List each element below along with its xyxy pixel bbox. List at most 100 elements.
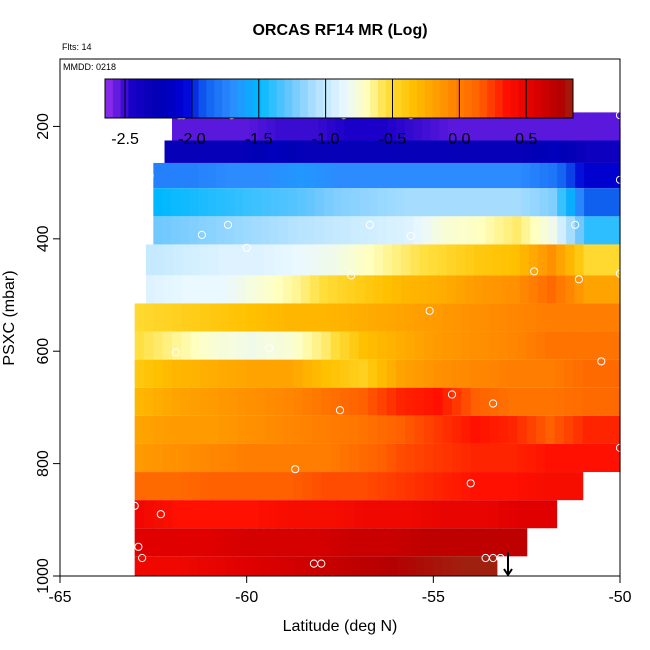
heat-cell [377, 359, 388, 388]
heat-cell [330, 303, 341, 332]
heat-cell [545, 387, 556, 416]
heat-cell [446, 244, 457, 276]
heat-cell [497, 140, 507, 163]
heat-cell [260, 140, 271, 163]
heat-cell [480, 443, 490, 473]
heat-cell [449, 216, 460, 245]
heat-cell [312, 303, 322, 332]
heat-cell [442, 359, 453, 388]
heat-cell [189, 162, 199, 189]
heat-cell [255, 275, 265, 304]
heat-cell [498, 472, 509, 501]
heat-cell [526, 415, 537, 444]
heat-cell [293, 415, 304, 444]
colorbar-segment [346, 79, 356, 118]
heat-cell [312, 359, 322, 388]
heat-cell [179, 556, 190, 576]
heat-cell [410, 244, 421, 276]
heat-cell [144, 303, 154, 332]
heat-cell [172, 472, 182, 501]
heat-cell [368, 188, 379, 217]
heat-cell [348, 140, 358, 163]
heat-cell [575, 216, 585, 245]
heat-cell [480, 472, 490, 501]
data-point [425, 306, 434, 315]
heat-cell [464, 528, 474, 557]
colorbar-segment [448, 79, 457, 118]
heat-cell [349, 387, 360, 416]
heat-cell [424, 303, 434, 332]
heat-cell [162, 359, 173, 388]
heat-cell [446, 275, 457, 304]
heat-cell [611, 162, 621, 189]
heat-cell [557, 216, 567, 245]
heat-cell [530, 188, 540, 217]
heat-cell [312, 528, 323, 557]
heat-cell [601, 331, 612, 360]
heat-cell [302, 331, 313, 360]
heat-cell [584, 216, 594, 245]
heat-cell [153, 216, 163, 245]
colorbar-segment [214, 79, 223, 118]
heat-cell [172, 303, 182, 332]
colorbar-tick-label: 0.5 [515, 131, 537, 148]
heat-cell [498, 443, 509, 473]
colorbar-segment [440, 79, 449, 118]
heat-cell [255, 244, 265, 276]
heat-cell [592, 275, 603, 304]
heat-cell [134, 387, 145, 416]
heat-cell [413, 162, 424, 189]
heat-cell [302, 359, 313, 388]
heat-cell [154, 244, 165, 276]
y-tick-label: 400 [35, 225, 52, 252]
colorbar-segment [385, 79, 395, 118]
heat-cell [458, 188, 469, 217]
heat-cell [172, 359, 182, 388]
colorbar-frame [104, 78, 574, 119]
heat-cell [144, 472, 154, 501]
heat-cell [225, 162, 235, 189]
data-point [223, 220, 233, 229]
heat-cell [330, 415, 341, 444]
heat-cell [404, 162, 415, 189]
heat-cell [173, 244, 183, 276]
heat-cell [536, 472, 546, 501]
colorbar-tick-label: -0.5 [379, 131, 407, 148]
heat-cell [342, 556, 353, 576]
colorbar-segment [362, 79, 371, 118]
heat-cell [545, 443, 556, 473]
heat-cell [422, 216, 433, 245]
heat-cell [480, 415, 490, 444]
heat-cell [542, 112, 552, 141]
heat-cell [455, 275, 466, 304]
heat-cell [364, 275, 375, 304]
heat-cell [536, 387, 546, 416]
heat-cell [337, 275, 348, 304]
heat-cell [252, 216, 262, 245]
heat-cell [309, 275, 320, 304]
heat-cell [499, 528, 510, 557]
heat-cell [501, 275, 512, 304]
heat-cell [461, 331, 472, 360]
heat-cell [330, 472, 341, 501]
heat-cell [601, 415, 612, 444]
heat-cell [556, 244, 566, 276]
colorbar-segment [112, 79, 122, 118]
colorbar-segment [222, 79, 231, 118]
heat-cell [246, 303, 257, 332]
heat-cell [491, 528, 501, 557]
colorbar-segment [557, 79, 566, 118]
heat-cell [508, 528, 519, 557]
heat-cell [532, 140, 542, 163]
heat-cell [287, 140, 297, 163]
heat-cell [278, 140, 288, 163]
heat-cell [355, 500, 366, 529]
heat-cell [592, 415, 602, 444]
heat-cell [350, 216, 361, 245]
heat-cell [265, 331, 276, 360]
heat-cell [333, 556, 344, 576]
heat-cell [274, 303, 285, 332]
heat-cell [517, 415, 528, 444]
heat-cell [593, 188, 603, 217]
heat-cell [431, 188, 442, 217]
